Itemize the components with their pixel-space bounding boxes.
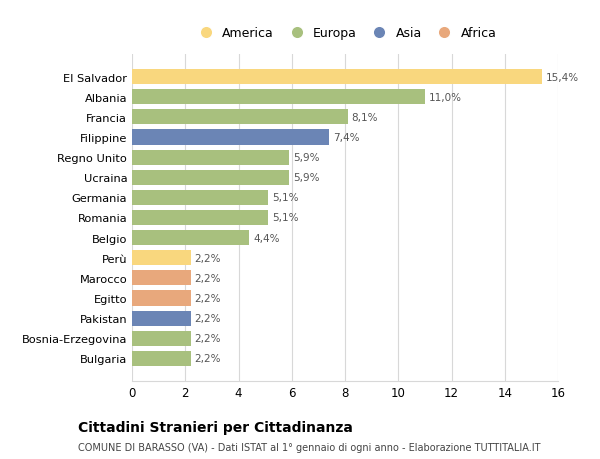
Bar <box>132 311 191 326</box>
Text: 2,2%: 2,2% <box>194 293 221 303</box>
Text: 15,4%: 15,4% <box>546 73 579 83</box>
Bar <box>132 230 249 246</box>
Text: 5,1%: 5,1% <box>272 193 298 203</box>
Bar <box>132 211 268 225</box>
Text: 5,1%: 5,1% <box>272 213 298 223</box>
Bar <box>132 110 347 125</box>
Text: 2,2%: 2,2% <box>194 353 221 364</box>
Text: 2,2%: 2,2% <box>194 334 221 343</box>
Bar <box>132 351 191 366</box>
Bar <box>132 170 289 185</box>
Text: 2,2%: 2,2% <box>194 313 221 324</box>
Text: COMUNE DI BARASSO (VA) - Dati ISTAT al 1° gennaio di ogni anno - Elaborazione TU: COMUNE DI BARASSO (VA) - Dati ISTAT al 1… <box>78 442 541 452</box>
Bar <box>132 271 191 286</box>
Bar <box>132 90 425 105</box>
Text: 8,1%: 8,1% <box>352 112 378 123</box>
Text: 2,2%: 2,2% <box>194 253 221 263</box>
Legend: America, Europa, Asia, Africa: America, Europa, Asia, Africa <box>188 22 502 45</box>
Text: 5,9%: 5,9% <box>293 153 320 163</box>
Text: 4,4%: 4,4% <box>253 233 280 243</box>
Text: Cittadini Stranieri per Cittadinanza: Cittadini Stranieri per Cittadinanza <box>78 420 353 434</box>
Bar <box>132 291 191 306</box>
Bar <box>132 130 329 145</box>
Text: 11,0%: 11,0% <box>429 93 462 102</box>
Bar <box>132 70 542 85</box>
Text: 5,9%: 5,9% <box>293 173 320 183</box>
Bar <box>132 251 191 266</box>
Bar <box>132 150 289 165</box>
Text: 2,2%: 2,2% <box>194 273 221 283</box>
Bar <box>132 190 268 206</box>
Text: 7,4%: 7,4% <box>333 133 359 143</box>
Bar <box>132 331 191 346</box>
